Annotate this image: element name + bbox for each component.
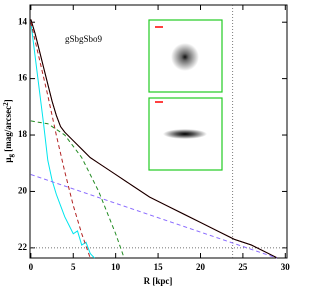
y-axis-label: μg [mag/arcsec2] [2, 99, 15, 162]
profile-line [30, 120, 125, 259]
annotation: gSbgSbo9 [65, 34, 103, 44]
x-tick-label: 30 [281, 262, 291, 272]
y-label-sub: g [7, 153, 15, 157]
y-tick-label: 16 [18, 73, 28, 83]
x-tick-label: 15 [154, 262, 164, 272]
y-tick-label: 22 [18, 242, 28, 252]
y-label-sup: 2 [2, 102, 10, 106]
profile-line [30, 22, 95, 259]
profile-line [30, 174, 277, 259]
x-tick-label: 25 [238, 262, 248, 272]
x-axis-label: R [kpc] [144, 276, 173, 286]
y-label-end: ] [3, 99, 13, 102]
x-tick-label: 0 [29, 262, 34, 272]
y-label-mu: μ [3, 157, 13, 162]
chart: gSbgSbo9 R [kpc] μg [mag/arcsec2] 0 5 10 15… [2, 4, 291, 286]
y-tick-label: 14 [18, 16, 28, 26]
profile-line [30, 19, 278, 259]
inset-face-on [148, 19, 223, 93]
y-label-text: [mag/arcsec [3, 106, 13, 154]
y-tick-label: 18 [18, 129, 28, 139]
y-tick-label: 20 [18, 185, 28, 195]
x-tick-label: 5 [71, 262, 76, 272]
x-tick-label: 10 [111, 262, 121, 272]
x-tick-label: 20 [196, 262, 206, 272]
inset-edge-on [148, 97, 223, 171]
profile-line [30, 22, 91, 259]
